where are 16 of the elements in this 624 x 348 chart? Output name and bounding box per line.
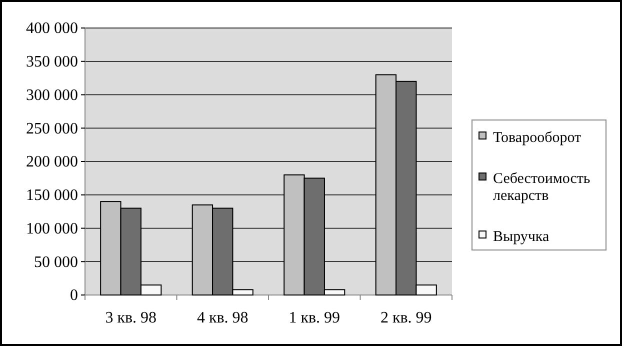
y-tick-label: 400 000	[26, 20, 78, 38]
y-tick-label: 100 000	[26, 220, 78, 238]
y-tick-label: 0	[70, 287, 78, 304]
x-tick-label: 1 кв. 99	[288, 309, 340, 326]
y-tick-label: 200 000	[26, 154, 78, 171]
y-tick-label: 300 000	[26, 86, 78, 104]
y-tick-label: 250 000	[26, 120, 78, 138]
x-tick-label: 3 кв. 98	[105, 309, 157, 326]
y-tick-label: 50 000	[34, 254, 78, 271]
legend-label: Выручка	[493, 229, 550, 245]
y-tick-label: 150 000	[26, 186, 78, 204]
y-tick-label: 350 000	[26, 53, 78, 70]
x-tick-label: 2 кв. 99	[380, 309, 432, 326]
legend-label: Себестоимость лекарств	[493, 171, 590, 204]
x-tick-label: 4 кв. 98	[196, 309, 248, 326]
legend-label: Товарооборот	[493, 130, 582, 146]
